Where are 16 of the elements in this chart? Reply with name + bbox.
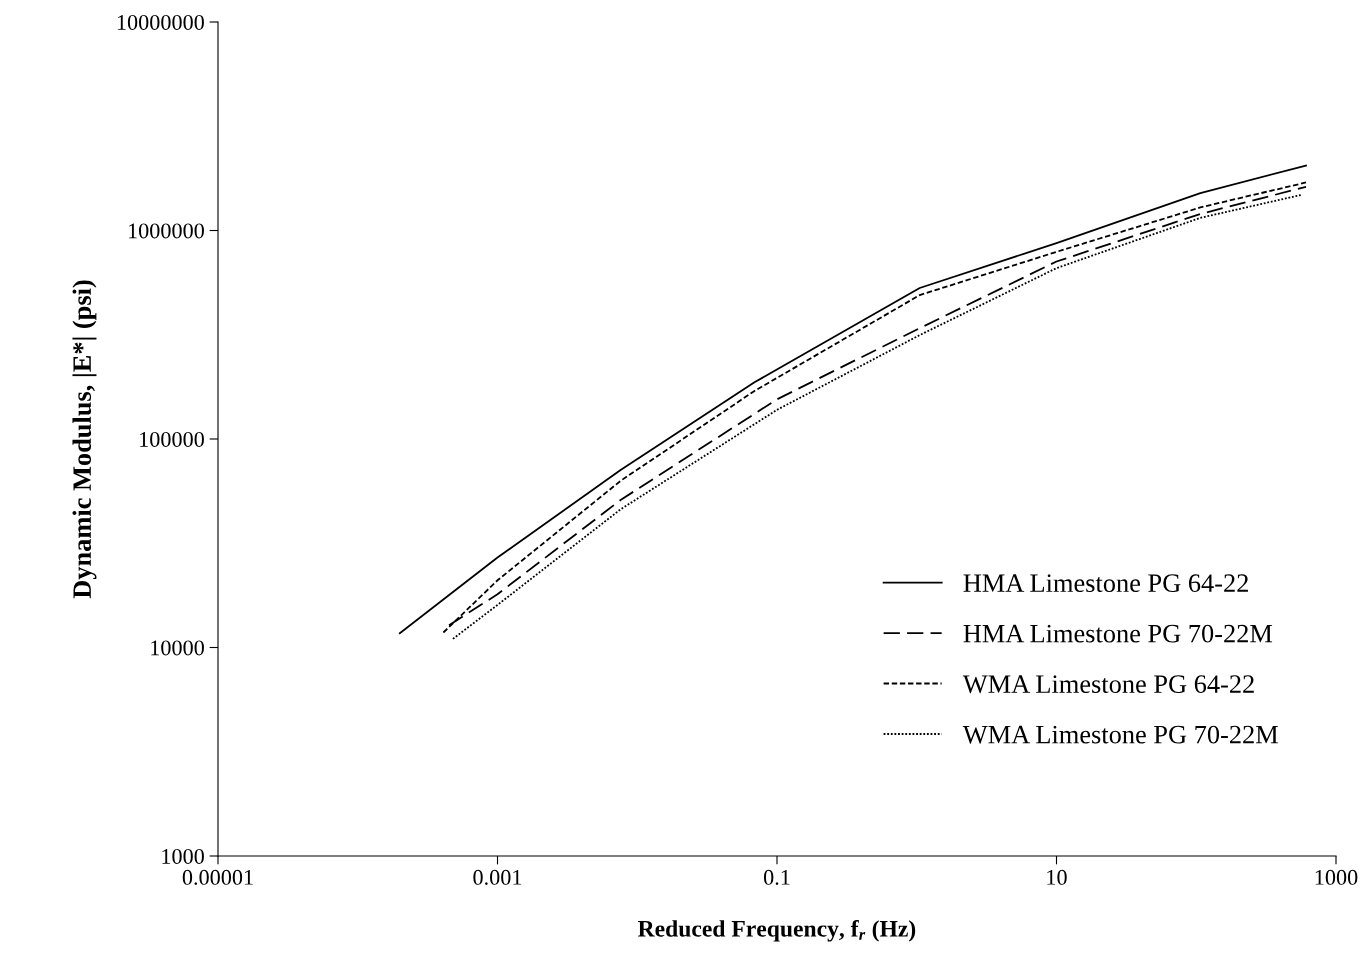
x-tick-label: 0.001 [473,869,522,885]
x-tick-label: 0.00001 [182,869,253,885]
legend-label: HMA Limestone PG 70-22M [963,624,1273,643]
y-axis-title: Dynamic Modulus, |E*| (psi) [72,280,97,599]
y-tick-label: 10000 [151,640,204,656]
y-tick-label: 10000000 [117,14,204,30]
y-tick-label: 1000000 [128,223,204,239]
x-tick-label: 0.1 [763,869,790,885]
x-axis-title: Reduced Frequency, f$_{r}$ (Hz) [637,919,916,942]
legend-label: HMA Limestone PG 64-22 [963,574,1248,593]
y-tick-label: 100000 [140,431,204,447]
legend-label: WMA Limestone PG 70-22M [962,725,1278,744]
x-tick-label: 10 [1047,869,1067,885]
legend-label: WMA Limestone PG 64-22 [962,675,1254,694]
x-tick-label: 1000 [1315,869,1358,885]
y-tick-label: 1000 [162,848,204,864]
